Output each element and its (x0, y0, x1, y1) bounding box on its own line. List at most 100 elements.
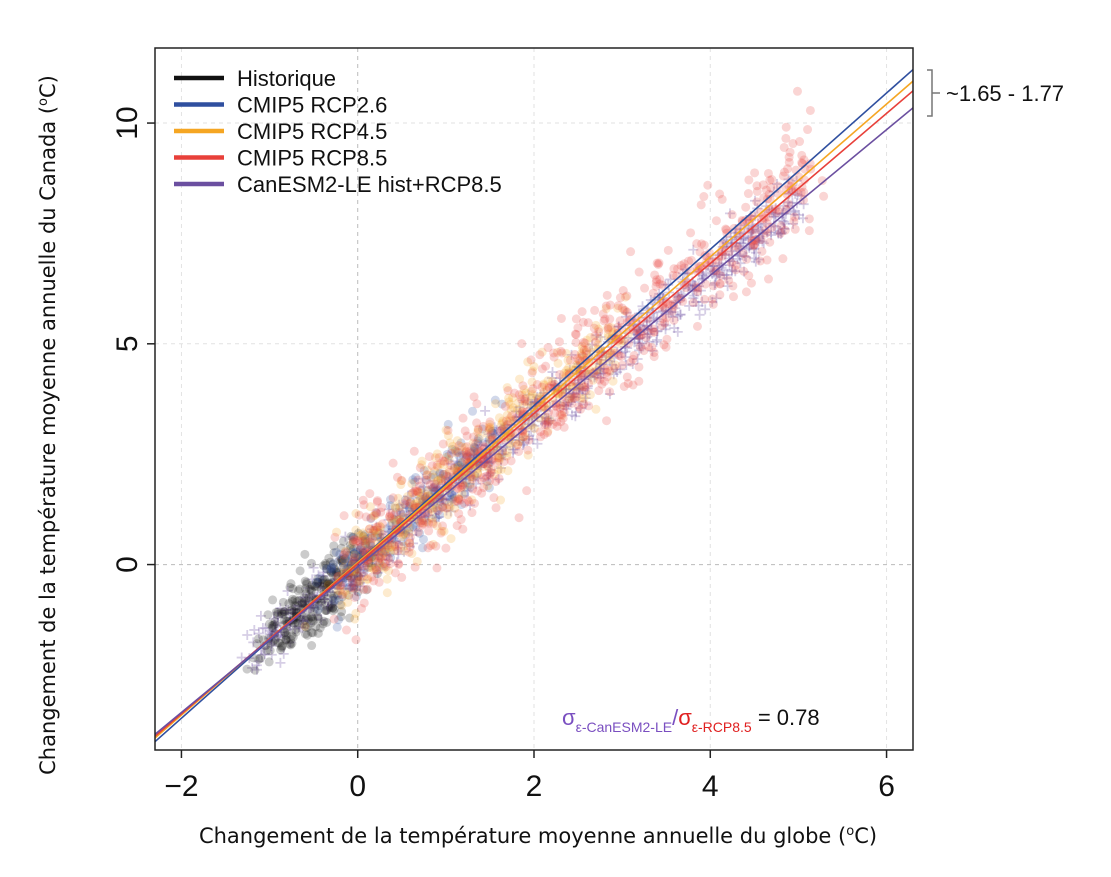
data-point (332, 622, 342, 632)
data-point (469, 432, 479, 442)
y-tick-label: 5 (111, 335, 144, 352)
data-point (581, 348, 591, 358)
data-point (754, 231, 765, 242)
data-point (731, 265, 741, 275)
data-point (529, 420, 540, 431)
data-point (675, 309, 686, 320)
data-point (320, 597, 330, 607)
data-point (550, 384, 560, 394)
slope-range-label: ~1.65 - 1.77 (946, 81, 1064, 106)
data-point (527, 434, 538, 445)
data-point (543, 407, 553, 417)
data-point (686, 228, 696, 238)
data-point (777, 215, 788, 226)
data-point (770, 211, 781, 222)
data-point (349, 581, 359, 591)
data-point (752, 186, 762, 196)
data-point (358, 528, 368, 538)
y-axis-title-sup: o (36, 98, 51, 106)
data-point (344, 583, 354, 593)
data-point (566, 393, 577, 404)
data-point (345, 540, 355, 550)
data-point (484, 459, 494, 469)
data-point (469, 442, 479, 452)
data-point (485, 419, 495, 429)
data-point (605, 387, 615, 397)
data-point (441, 452, 451, 462)
data-point (430, 453, 440, 463)
data-point (504, 397, 514, 407)
data-point (272, 617, 283, 628)
data-point (489, 469, 499, 479)
data-point (634, 332, 645, 343)
data-point (362, 575, 372, 585)
ratio-value: = 0.78 (752, 705, 820, 730)
data-point (467, 474, 477, 484)
data-point (713, 267, 724, 278)
data-point (354, 577, 364, 587)
data-point (489, 430, 500, 441)
data-point (337, 607, 347, 617)
data-point (493, 474, 504, 485)
data-point (539, 418, 550, 429)
data-point (468, 475, 479, 486)
data-point (389, 514, 399, 524)
data-point (448, 494, 458, 504)
data-point (547, 376, 557, 386)
data-point (684, 300, 695, 311)
data-point (456, 482, 466, 492)
data-point (594, 324, 604, 334)
data-point (387, 542, 397, 552)
data-point (281, 608, 292, 619)
data-point (437, 526, 447, 536)
data-point (739, 251, 750, 262)
data-point (765, 175, 775, 185)
data-point (432, 449, 442, 459)
data-point (371, 521, 382, 532)
data-point (395, 501, 405, 511)
data-point (455, 461, 465, 471)
data-point (584, 369, 594, 379)
data-point (779, 218, 790, 229)
data-point (443, 510, 453, 520)
data-point (333, 586, 343, 596)
data-point (408, 538, 419, 549)
data-point (649, 348, 659, 358)
data-point (545, 401, 556, 412)
data-point (541, 361, 551, 371)
data-point (411, 525, 422, 536)
data-point (486, 430, 496, 440)
data-point (405, 498, 415, 508)
data-point (391, 507, 401, 517)
data-point (494, 413, 504, 423)
data-point (420, 512, 431, 523)
data-point (301, 613, 312, 624)
data-point (585, 333, 595, 343)
data-point (345, 576, 356, 587)
data-point (410, 486, 420, 496)
data-point (635, 342, 645, 352)
data-point (543, 413, 554, 424)
data-point (578, 344, 588, 354)
data-point (386, 521, 396, 531)
data-point (326, 568, 336, 578)
data-point (298, 615, 309, 626)
data-point (748, 241, 758, 251)
data-point (319, 578, 329, 588)
data-point (617, 360, 627, 370)
data-point (295, 614, 306, 625)
data-point (776, 221, 786, 231)
data-point (344, 590, 354, 600)
data-point (478, 421, 488, 431)
data-point (319, 594, 330, 605)
data-point (373, 522, 383, 532)
data-point (483, 470, 494, 481)
data-point (535, 350, 545, 360)
data-point (726, 265, 737, 276)
data-point (282, 586, 293, 597)
data-point (659, 340, 669, 350)
data-point (379, 561, 389, 571)
data-point (390, 541, 400, 551)
data-point (819, 191, 829, 201)
data-point (323, 601, 334, 612)
